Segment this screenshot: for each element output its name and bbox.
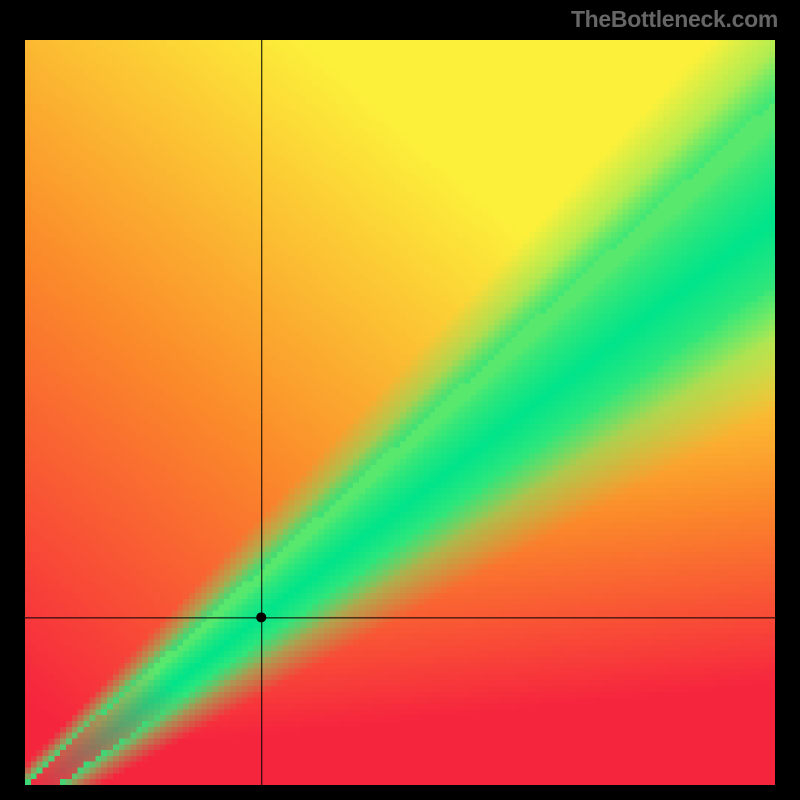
chart-stage: TheBottleneck.com [0,0,800,800]
overlay-canvas [25,40,775,785]
heatmap-plot [25,40,775,785]
watermark-label: TheBottleneck.com [571,6,778,33]
